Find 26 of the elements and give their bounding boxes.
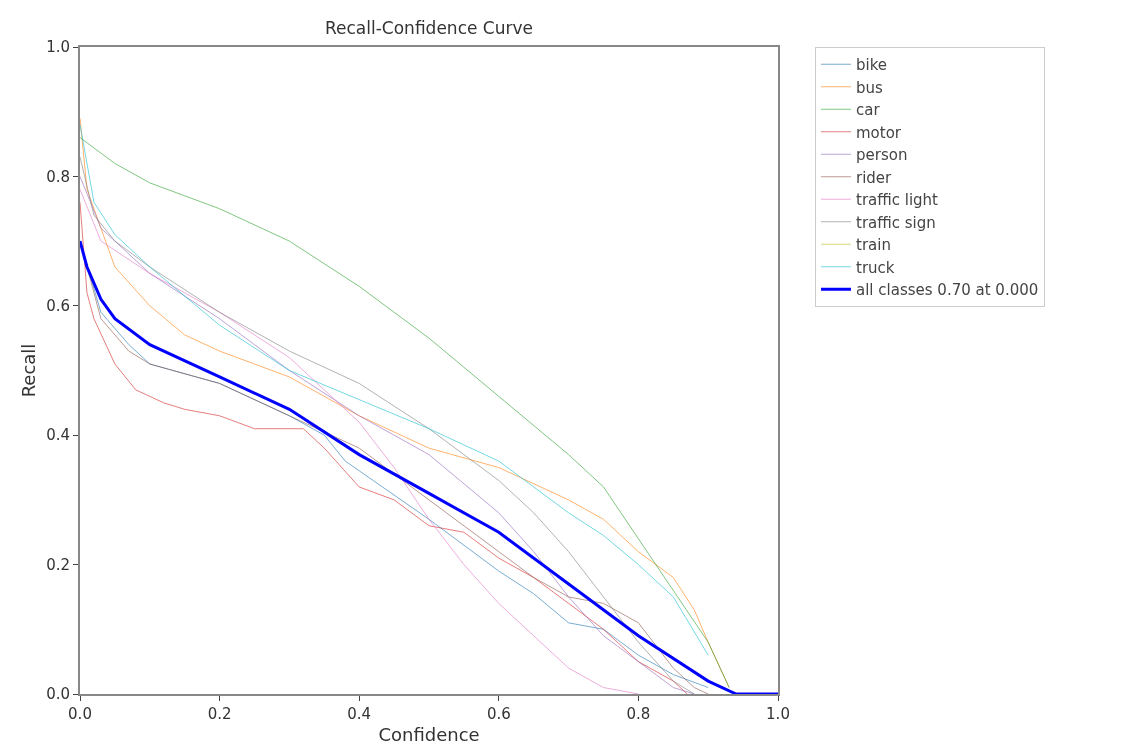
y-tick-label: 0.0 (46, 685, 70, 704)
legend-label: bus (855, 78, 884, 97)
legend-label: rider (855, 168, 893, 187)
x-tick-label: 0.6 (486, 705, 511, 723)
x-tick-label: 0.8 (626, 705, 651, 723)
y-tick-label: 0.4 (46, 426, 70, 445)
legend-label: traffic sign (855, 213, 936, 232)
y-tick-label: 0.8 (46, 167, 70, 186)
legend-label: bike (855, 56, 888, 75)
legend-label: train (855, 236, 891, 255)
chart-title: Recall-Confidence Curve (325, 18, 533, 38)
y-axis-title: Recall (17, 343, 39, 398)
x-tick-label: 0.4 (347, 705, 372, 723)
legend-label: truck (855, 258, 895, 277)
legend-label: all classes 0.70 at 0.000 (855, 281, 1039, 300)
x-axis-title: Confidence (378, 723, 480, 745)
y-tick-label: 1.0 (46, 38, 70, 57)
legend-label: traffic light (855, 191, 939, 210)
x-tick-label: 0.0 (68, 705, 92, 723)
y-tick-label: 0.6 (46, 297, 70, 316)
legend-label: motor (855, 123, 902, 142)
x-tick-label: 0.2 (207, 705, 232, 723)
x-tick-label: 1.0 (766, 705, 790, 723)
legend-label: car (855, 101, 881, 120)
legend-label: person (855, 146, 908, 165)
y-tick-label: 0.2 (46, 555, 70, 574)
